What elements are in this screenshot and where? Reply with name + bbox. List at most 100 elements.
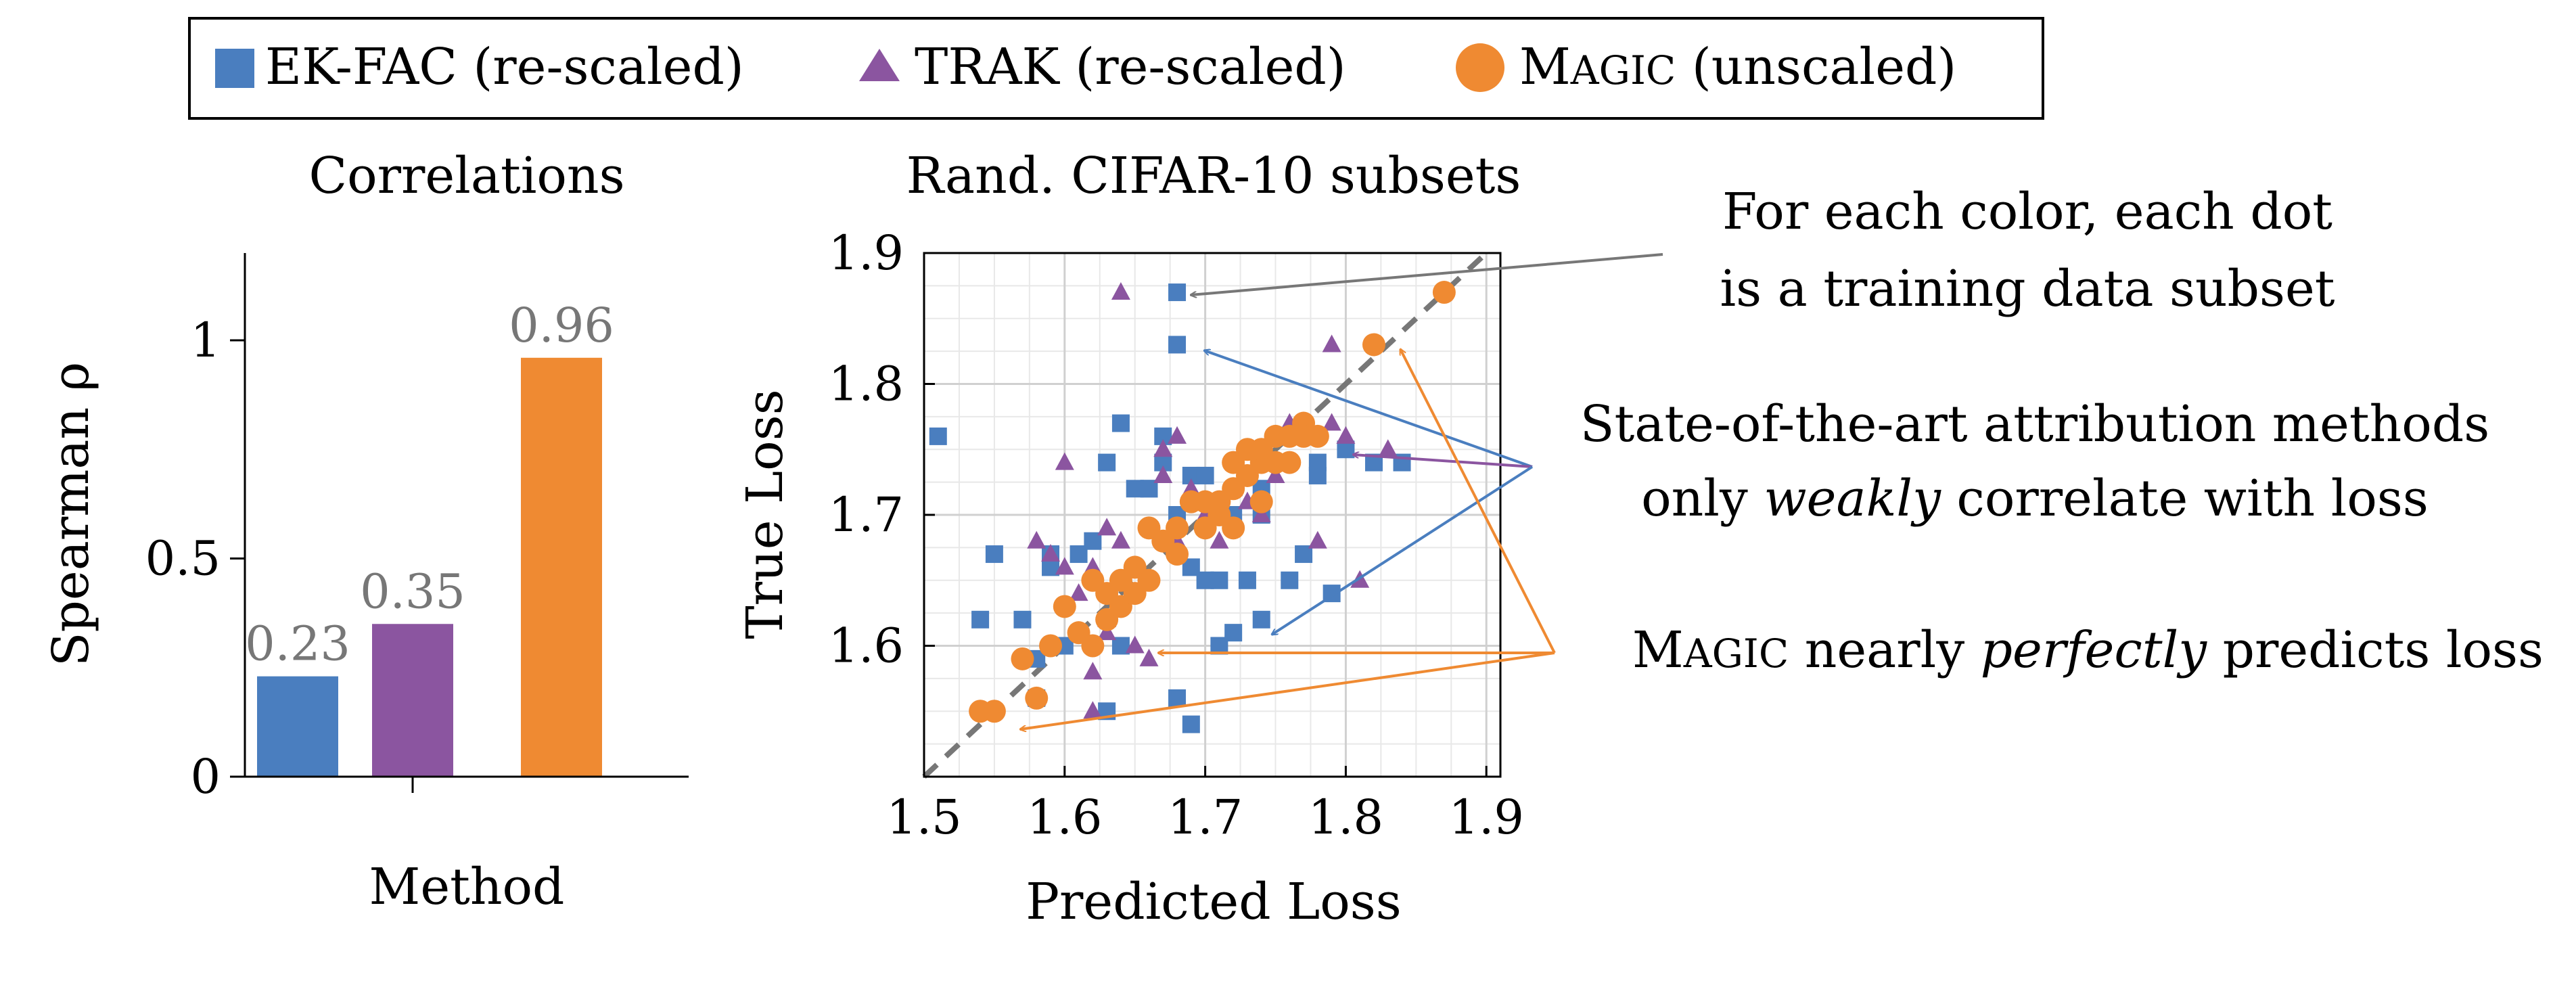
bar-chart: Correlations 00.51 0.230.350.96 Spearman… [42,147,689,916]
bar-trak [372,624,453,777]
trak-point [1069,583,1088,601]
scatter-frame [923,252,1502,778]
scatter-y-label: True Loss [736,389,794,639]
magic-point [1137,568,1161,592]
magic-point [1025,686,1049,710]
magic-point [1306,424,1329,448]
magic-point [982,700,1006,723]
scatter-points [929,281,1456,733]
bar-chart-y-label: Spearman ρ [42,362,100,666]
trak-point [1210,530,1229,549]
legend-triangle-marker [859,49,900,81]
annotation-magic: MAGIC nearly perfectly predicts loss [1632,621,2544,679]
arrow-dots [1191,253,1663,295]
bar-ekfac [257,676,338,777]
trak-point [1027,530,1046,549]
annotation-sota-line2: only weakly correlate with loss [1641,470,2429,528]
trak-point [1266,465,1285,483]
magic-point [1039,634,1063,658]
bar-value-label: 0.23 [245,616,350,672]
scatter-y-tick-label: 1.7 [829,487,904,543]
trak-point [1322,413,1341,431]
magic-point [1081,634,1105,658]
magic-point [1222,516,1245,540]
arrow-sota-2 [1353,455,1533,468]
arrow-magic-3 [1020,652,1555,729]
bar-chart-ticks: 00.51 [145,313,245,804]
scatter-x-label: Predicted Loss [1026,873,1402,931]
trak-point [1041,544,1061,562]
annotation-arrows [1020,253,1663,729]
magic-point [1011,647,1034,670]
legend-circle-marker [1456,43,1504,92]
trak-point [1336,426,1356,444]
trak-point [1125,635,1145,654]
ekfac-point [1238,571,1256,589]
trak-point [1308,530,1327,549]
scatter-chart-title: Rand. CIFAR-10 subsets [906,147,1521,205]
ekfac-point [1168,283,1187,302]
scatter-y-tick-label: 1.9 [829,225,904,281]
scatter-y-tick-label: 1.6 [829,618,904,674]
trak-point [1055,452,1074,470]
ekfac-point [985,545,1003,564]
annotation-dots-line2: is a training data subset [1720,260,2335,318]
ekfac-point [1168,689,1187,707]
ekfac-point [1224,624,1243,642]
trak-point [1153,465,1173,483]
bar-y-tick-label: 0 [190,749,221,804]
scatter-x-tick-label: 1.6 [1027,790,1102,845]
ekfac-point [1196,466,1214,484]
ekfac-point [1111,414,1130,432]
ekfac-point [1168,336,1187,354]
ekfac-point [1308,466,1327,484]
legend-label-magic: MAGIC (unscaled) [1519,38,1956,96]
trak-point [1097,622,1117,641]
magic-point [1249,490,1273,514]
magic-point [1166,516,1189,540]
scatter-y-tick-label: 1.8 [829,357,904,412]
arrow-sota-1 [1204,350,1533,468]
ekfac-point [929,427,947,445]
ekfac-point [1281,571,1299,589]
magic-point [1053,595,1076,618]
legend-square-marker [215,49,254,88]
trak-point [1055,557,1074,575]
magic-point [1249,438,1273,461]
trak-point [1378,439,1398,457]
ekfac-point [1013,610,1032,629]
trak-point [1083,701,1103,719]
ekfac-point [1210,571,1228,589]
annotations: For each color, each dot is a training d… [1580,183,2544,679]
trak-point [1153,439,1173,457]
annotation-dots-line1: For each color, each dot [1722,183,2332,241]
ekfac-point [1182,715,1200,733]
bar-chart-bars: 0.230.35 0.96 [245,298,614,777]
magic-point [1362,333,1385,357]
magic-point [1166,543,1189,566]
trak-point [1322,334,1341,352]
legend-box [188,17,2044,120]
bar-chart-x-label: Method [369,858,565,916]
bar-value-label: 0.35 [360,564,465,619]
scatter-chart: Rand. CIFAR-10 subsets 1.5 1.6 1.7 1.8 1.9 1.… [736,147,1524,931]
trak-point [1111,530,1130,549]
scatter-x-tick-label: 1.5 [886,790,961,845]
trak-point [1251,505,1271,522]
trak-point [1083,662,1103,680]
ekfac-point [1252,610,1270,629]
scatter-x-tick-label: 1.9 [1449,790,1524,845]
arrow-magic-1 [1399,349,1556,654]
scatter-x-tick-label: 1.7 [1168,790,1243,845]
scatter-x-tick-label: 1.8 [1308,790,1383,845]
legend-label-trak: TRAK (re-scaled) [915,38,1346,96]
arrow-sota-3 [1272,465,1534,635]
trak-point [1139,648,1159,666]
magic-point [1278,451,1302,474]
bar-y-tick-label: 1 [190,313,221,368]
ekfac-point [1098,453,1116,472]
bar-value-label: 0.96 [509,298,614,353]
magic-point [1222,451,1245,474]
trak-point [1111,282,1130,300]
